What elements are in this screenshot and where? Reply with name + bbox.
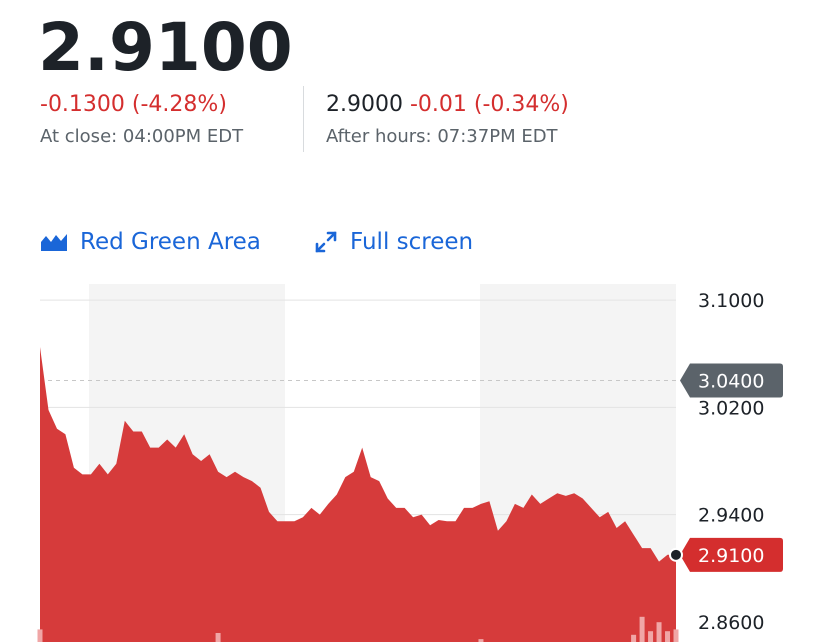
- volume-bar: [215, 633, 221, 642]
- current-price: 2.9100: [38, 9, 293, 86]
- after-hours-time-label: After hours: 07:37PM EDT: [326, 126, 558, 147]
- volume-bar: [631, 634, 637, 642]
- fullscreen-label: Full screen: [350, 229, 474, 255]
- close-time-label: At close: 04:00PM EDT: [40, 126, 244, 147]
- y-tick-label: 2.8600: [698, 612, 764, 634]
- y-tick-label: 3.0200: [698, 397, 764, 419]
- expand-icon: [314, 230, 338, 254]
- price-chart[interactable]: 3.1000 3.0200 2.9400 2.8600 3.0400 2.9100: [0, 270, 828, 642]
- volume-bar: [673, 629, 679, 642]
- volume-bar: [656, 622, 662, 642]
- current-price-tag: 2.9100: [680, 537, 783, 572]
- price-change: -0.1300 (-4.28%): [40, 92, 227, 117]
- volume-bars: [37, 616, 679, 642]
- chart-type-button[interactable]: Red Green Area: [40, 226, 261, 258]
- current-price-marker: [669, 547, 683, 562]
- current-price-label: 2.9100: [698, 545, 764, 567]
- y-tick-label: 2.9400: [698, 505, 764, 527]
- after-hours-price: 2.9000: [326, 92, 403, 117]
- after-hours-quote: 2.9000 -0.01 (-0.34%): [326, 90, 569, 120]
- y-tick-label: 3.1000: [698, 290, 764, 312]
- fullscreen-button[interactable]: Full screen: [314, 226, 473, 258]
- area-chart-icon: [40, 232, 68, 252]
- after-hours-change: -0.01 (-0.34%): [409, 92, 569, 117]
- volume-bar: [665, 631, 671, 642]
- reference-price-label: 3.0400: [698, 371, 764, 393]
- chart-type-label: Red Green Area: [80, 229, 261, 255]
- price-area: [40, 347, 676, 642]
- divider: [303, 86, 304, 152]
- reference-price-tag: 3.0400: [680, 363, 783, 398]
- volume-bar: [478, 639, 484, 642]
- y-axis: 3.1000 3.0200 2.9400 2.8600: [698, 290, 764, 634]
- volume-bar: [37, 629, 43, 642]
- volume-bar: [639, 616, 645, 642]
- volume-bar: [648, 631, 654, 642]
